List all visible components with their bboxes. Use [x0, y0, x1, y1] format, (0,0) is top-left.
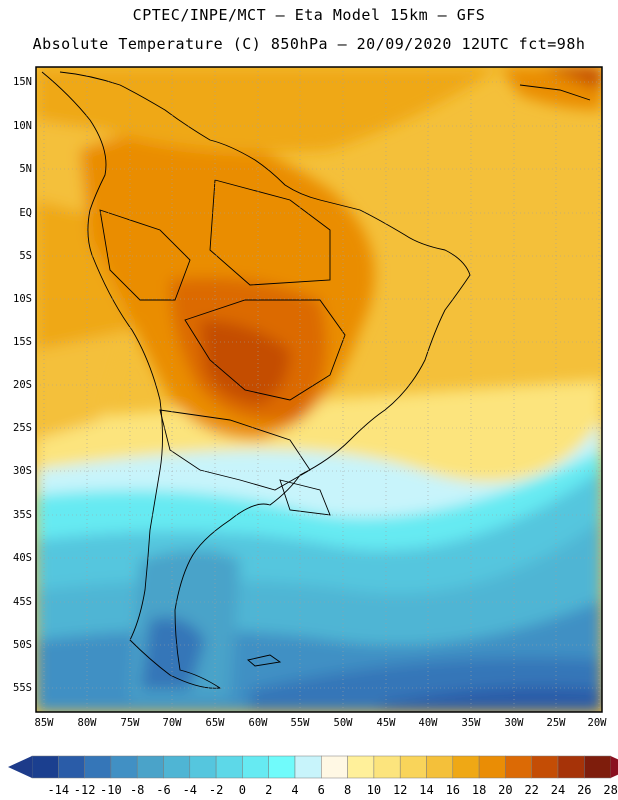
- lon-label: 85W: [34, 717, 54, 729]
- colorbar-swatch: [84, 755, 112, 779]
- colorbar-swatch: [110, 755, 138, 779]
- colorbar-tick-label: 10: [366, 783, 382, 797]
- colorbar-tick-label: -10: [100, 783, 122, 797]
- colorbar-tick-label: 12: [392, 783, 408, 797]
- lat-label: 50S: [13, 639, 32, 651]
- colorbar-swatch: [399, 755, 427, 779]
- colorbar-swatch: [189, 755, 217, 779]
- colorbar-swatch: [531, 755, 559, 779]
- colorbar-tick-label: -4: [182, 783, 198, 797]
- colorbar-tick-label: 16: [445, 783, 461, 797]
- colorbar-tick-label: 20: [498, 783, 513, 797]
- lat-label: EQ: [19, 207, 32, 219]
- colorbar-tick-label: -14: [47, 783, 70, 797]
- lat-label: 15S: [13, 336, 32, 348]
- lon-label: 80W: [77, 717, 97, 729]
- map-title-line-2: Absolute Temperature (C) 850hPa – 20/09/…: [32, 35, 586, 53]
- colorbar-swatch: [478, 755, 506, 779]
- lon-label: 60W: [248, 717, 268, 729]
- lat-label: 40S: [13, 552, 32, 564]
- map-title-line-1: CPTEC/INPE/MCT – Eta Model 15km – GFS: [132, 6, 486, 24]
- colorbar-tick-label: -2: [208, 783, 224, 797]
- colorbar-swatch: [136, 755, 164, 779]
- lon-label: 55W: [290, 717, 310, 729]
- lon-label: 70W: [162, 717, 182, 729]
- lat-label: 20S: [13, 379, 32, 391]
- lat-label: 55S: [13, 682, 32, 694]
- colorbar-swatch: [294, 755, 322, 779]
- colorbar-tick-label: 6: [317, 783, 325, 797]
- lat-label: 5N: [19, 163, 32, 175]
- colorbar-swatch: [347, 755, 375, 779]
- colorbar-swatch: [452, 755, 480, 779]
- lat-label: 35S: [13, 509, 32, 521]
- colorbar-tick-label: -8: [129, 783, 145, 797]
- colorbar-swatch: [426, 755, 454, 779]
- lon-label: 30W: [504, 717, 524, 729]
- colorbar-tick-label: 14: [419, 783, 434, 797]
- colorbar-swatch: [215, 755, 243, 779]
- lon-label: 65W: [205, 717, 225, 729]
- lon-label: 45W: [376, 717, 396, 729]
- colorbar-tick-label: 8: [343, 783, 352, 797]
- colorbar-tick-label: -6: [156, 783, 171, 797]
- lon-label: 20W: [587, 717, 607, 729]
- colorbar-swatch: [163, 755, 191, 779]
- lon-label: 25W: [546, 717, 566, 729]
- colorbar-swatch: [584, 755, 611, 779]
- colorbar-swatch: [31, 755, 59, 779]
- colorbar-tick-label: 0: [238, 783, 246, 797]
- colorbar-swatch: [373, 755, 401, 779]
- colorbar-swatch: [321, 755, 348, 779]
- colorbar-tick-label: 26: [577, 783, 592, 797]
- colorbar-tick-label: 28: [603, 783, 618, 797]
- lon-label: 40W: [418, 717, 438, 729]
- lon-label: 35W: [461, 717, 481, 729]
- lon-label: 75W: [120, 717, 140, 729]
- colorbar-swatch: [268, 755, 296, 779]
- colorbar-swatch: [557, 755, 585, 779]
- lon-label: 50W: [333, 717, 353, 729]
- lat-label: 25S: [13, 422, 32, 434]
- colorbar-swatch: [242, 755, 269, 779]
- coastlines: [41, 71, 591, 689]
- lat-label: 10S: [13, 293, 32, 305]
- colorbar-tick-label: 24: [550, 783, 566, 797]
- colorbar-swatch: [58, 755, 85, 779]
- colorbar-swatch: [505, 755, 532, 779]
- colorbar-over-arrow: [610, 756, 618, 778]
- colorbar-tick-label: 22: [524, 783, 539, 797]
- lat-label: 10N: [13, 120, 32, 132]
- lat-label: 30S: [13, 465, 32, 477]
- colorbar-tick-label: 18: [471, 783, 487, 797]
- colorbar-tick-label: 4: [291, 783, 299, 797]
- colorbar-under-arrow: [8, 756, 32, 778]
- colorbar: [8, 755, 618, 779]
- map-border: [35, 66, 603, 713]
- colorbar-tick-label: 2: [265, 783, 273, 797]
- lat-label: 45S: [13, 596, 32, 608]
- lat-label: 5S: [19, 250, 32, 262]
- temperature-field: [36, 67, 602, 712]
- lat-label: 15N: [13, 76, 32, 88]
- colorbar-tick-label: -12: [73, 783, 96, 797]
